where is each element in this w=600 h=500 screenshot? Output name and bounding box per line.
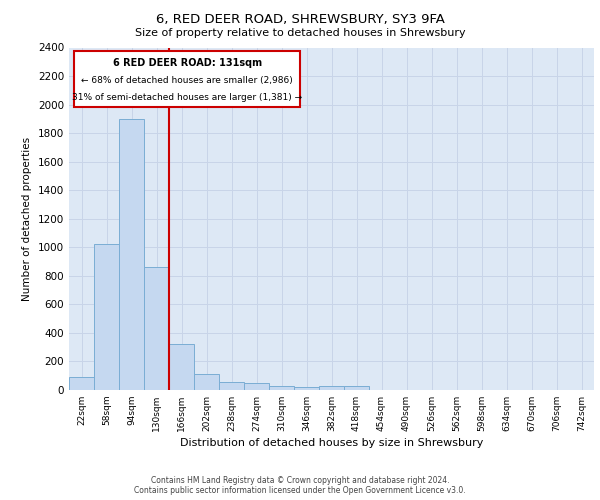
Text: 6, RED DEER ROAD, SHREWSBURY, SY3 9FA: 6, RED DEER ROAD, SHREWSBURY, SY3 9FA <box>155 12 445 26</box>
Bar <box>194 374 219 390</box>
Bar <box>144 268 169 390</box>
X-axis label: Distribution of detached houses by size in Shrewsbury: Distribution of detached houses by size … <box>180 438 483 448</box>
FancyBboxPatch shape <box>74 51 300 108</box>
Text: Size of property relative to detached houses in Shrewsbury: Size of property relative to detached ho… <box>134 28 466 38</box>
Text: ← 68% of detached houses are smaller (2,986): ← 68% of detached houses are smaller (2,… <box>81 76 293 85</box>
Text: 31% of semi-detached houses are larger (1,381) →: 31% of semi-detached houses are larger (… <box>72 93 302 102</box>
Bar <box>319 386 344 390</box>
Bar <box>269 386 294 390</box>
Bar <box>119 119 144 390</box>
Y-axis label: Number of detached properties: Number of detached properties <box>22 136 32 301</box>
Bar <box>294 387 319 390</box>
Bar <box>94 244 119 390</box>
Bar <box>219 382 244 390</box>
Bar <box>69 377 94 390</box>
Bar <box>344 386 369 390</box>
Bar <box>244 383 269 390</box>
Bar <box>169 344 194 390</box>
Text: Contains HM Land Registry data © Crown copyright and database right 2024.
Contai: Contains HM Land Registry data © Crown c… <box>134 476 466 495</box>
Text: 6 RED DEER ROAD: 131sqm: 6 RED DEER ROAD: 131sqm <box>113 58 262 68</box>
